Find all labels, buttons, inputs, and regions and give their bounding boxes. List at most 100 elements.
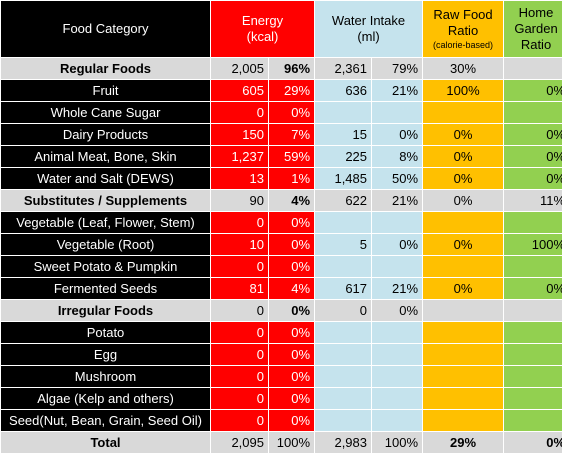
energy-kcal-cell: 0 <box>211 212 268 233</box>
table-row: Potato 0 0% <box>1 322 562 343</box>
home-garden-ratio-cell: 0% <box>504 168 562 189</box>
water-ml-cell <box>315 322 372 343</box>
raw-food-ratio-cell: 30% <box>423 58 504 79</box>
energy-kcal-cell: 0 <box>211 344 268 365</box>
raw-food-ratio-cell: 100% <box>423 80 504 101</box>
energy-percent-cell: 59% <box>269 146 315 167</box>
energy-kcal-cell: 1,237 <box>211 146 268 167</box>
home-garden-ratio-cell <box>504 256 562 277</box>
header-home-garden-ratio: Home Garden Ratio <box>504 1 562 57</box>
header-row: Food Category Energy (kcal) Water Intake… <box>1 1 562 57</box>
energy-kcal-cell: 2,005 <box>211 58 268 79</box>
water-percent-cell <box>372 410 423 431</box>
food-category-cell: Fruit <box>1 80 210 101</box>
home-garden-ratio-cell: 11% <box>504 190 562 211</box>
raw-food-ratio-cell: 29% <box>423 432 504 453</box>
food-category-cell: Vegetable (Root) <box>1 234 210 255</box>
home-garden-ratio-cell: 0% <box>504 432 562 453</box>
water-percent-cell: 21% <box>372 190 423 211</box>
water-percent-cell <box>372 256 423 277</box>
food-intake-table: Food Category Energy (kcal) Water Intake… <box>0 0 562 454</box>
home-garden-ratio-cell <box>504 410 562 431</box>
home-garden-ratio-cell <box>504 212 562 233</box>
water-ml-cell: 15 <box>315 124 372 145</box>
energy-percent-cell: 29% <box>269 80 315 101</box>
food-category-cell: Animal Meat, Bone, Skin <box>1 146 210 167</box>
water-percent-cell: 0% <box>372 234 423 255</box>
water-ml-cell: 1,485 <box>315 168 372 189</box>
energy-percent-cell: 0% <box>269 344 315 365</box>
raw-food-ratio-cell: 0% <box>423 124 504 145</box>
energy-percent-cell: 0% <box>269 388 315 409</box>
energy-percent-cell: 0% <box>269 102 315 123</box>
home-garden-ratio-cell <box>504 300 562 321</box>
energy-percent-cell: 0% <box>269 410 315 431</box>
table-row: Seed(Nut, Bean, Grain, Seed Oil) 0 0% <box>1 410 562 431</box>
table-row: Egg 0 0% <box>1 344 562 365</box>
group-row: Regular Foods 2,005 96% 2,361 79% 30% <box>1 58 562 79</box>
water-ml-cell: 0 <box>315 300 372 321</box>
header-water-intake: Water Intake (ml) <box>315 1 423 57</box>
energy-percent-cell: 0% <box>269 322 315 343</box>
food-category-cell: Egg <box>1 344 210 365</box>
home-garden-ratio-cell <box>504 366 562 387</box>
water-ml-cell: 2,361 <box>315 58 372 79</box>
energy-percent-cell: 0% <box>269 300 315 321</box>
water-percent-cell <box>372 366 423 387</box>
energy-kcal-cell: 10 <box>211 234 268 255</box>
water-percent-cell: 50% <box>372 168 423 189</box>
water-ml-cell: 622 <box>315 190 372 211</box>
raw-food-ratio-cell: 0% <box>423 278 504 299</box>
food-category-cell: Seed(Nut, Bean, Grain, Seed Oil) <box>1 410 210 431</box>
raw-food-ratio-cell: 0% <box>423 190 504 211</box>
header-food-category: Food Category <box>1 1 210 57</box>
energy-kcal-cell: 90 <box>211 190 268 211</box>
home-garden-ratio-cell <box>504 388 562 409</box>
header-energy: Energy (kcal) <box>211 1 315 57</box>
food-category-cell: Dairy Products <box>1 124 210 145</box>
group-row: Irregular Foods 0 0% 0 0% <box>1 300 562 321</box>
food-category-cell: Water and Salt (DEWS) <box>1 168 210 189</box>
raw-food-ratio-cell <box>423 102 504 123</box>
raw-food-ratio-cell: 0% <box>423 146 504 167</box>
raw-food-ratio-cell <box>423 300 504 321</box>
table-row: Vegetable (Root) 10 0% 5 0% 0% 100% <box>1 234 562 255</box>
water-ml-cell <box>315 366 372 387</box>
energy-kcal-cell: 81 <box>211 278 268 299</box>
water-ml-cell <box>315 256 372 277</box>
home-garden-ratio-cell <box>504 344 562 365</box>
raw-food-ratio-cell <box>423 410 504 431</box>
home-garden-ratio-cell: 0% <box>504 278 562 299</box>
energy-percent-cell: 0% <box>269 366 315 387</box>
raw-food-ratio-cell <box>423 344 504 365</box>
water-ml-cell <box>315 212 372 233</box>
water-percent-cell <box>372 344 423 365</box>
food-category-cell: Substitutes / Supplements <box>1 190 210 211</box>
water-percent-cell: 100% <box>372 432 423 453</box>
water-ml-cell: 225 <box>315 146 372 167</box>
raw-food-ratio-cell <box>423 256 504 277</box>
raw-food-ratio-cell <box>423 388 504 409</box>
water-ml-cell: 617 <box>315 278 372 299</box>
raw-food-ratio-cell <box>423 322 504 343</box>
water-percent-cell <box>372 212 423 233</box>
food-category-cell: Algae (Kelp and others) <box>1 388 210 409</box>
water-percent-cell: 21% <box>372 278 423 299</box>
energy-kcal-cell: 150 <box>211 124 268 145</box>
energy-percent-cell: 100% <box>269 432 315 453</box>
table-row: Mushroom 0 0% <box>1 366 562 387</box>
energy-kcal-cell: 0 <box>211 300 268 321</box>
food-category-cell: Mushroom <box>1 366 210 387</box>
header-raw-food-ratio: Raw Food Ratio (calorie-based) <box>423 1 504 57</box>
food-category-cell: Irregular Foods <box>1 300 210 321</box>
home-garden-ratio-cell: 100% <box>504 234 562 255</box>
food-category-cell: Sweet Potato & Pumpkin <box>1 256 210 277</box>
energy-kcal-cell: 2,095 <box>211 432 268 453</box>
home-garden-ratio-cell: 0% <box>504 124 562 145</box>
water-percent-cell: 0% <box>372 300 423 321</box>
